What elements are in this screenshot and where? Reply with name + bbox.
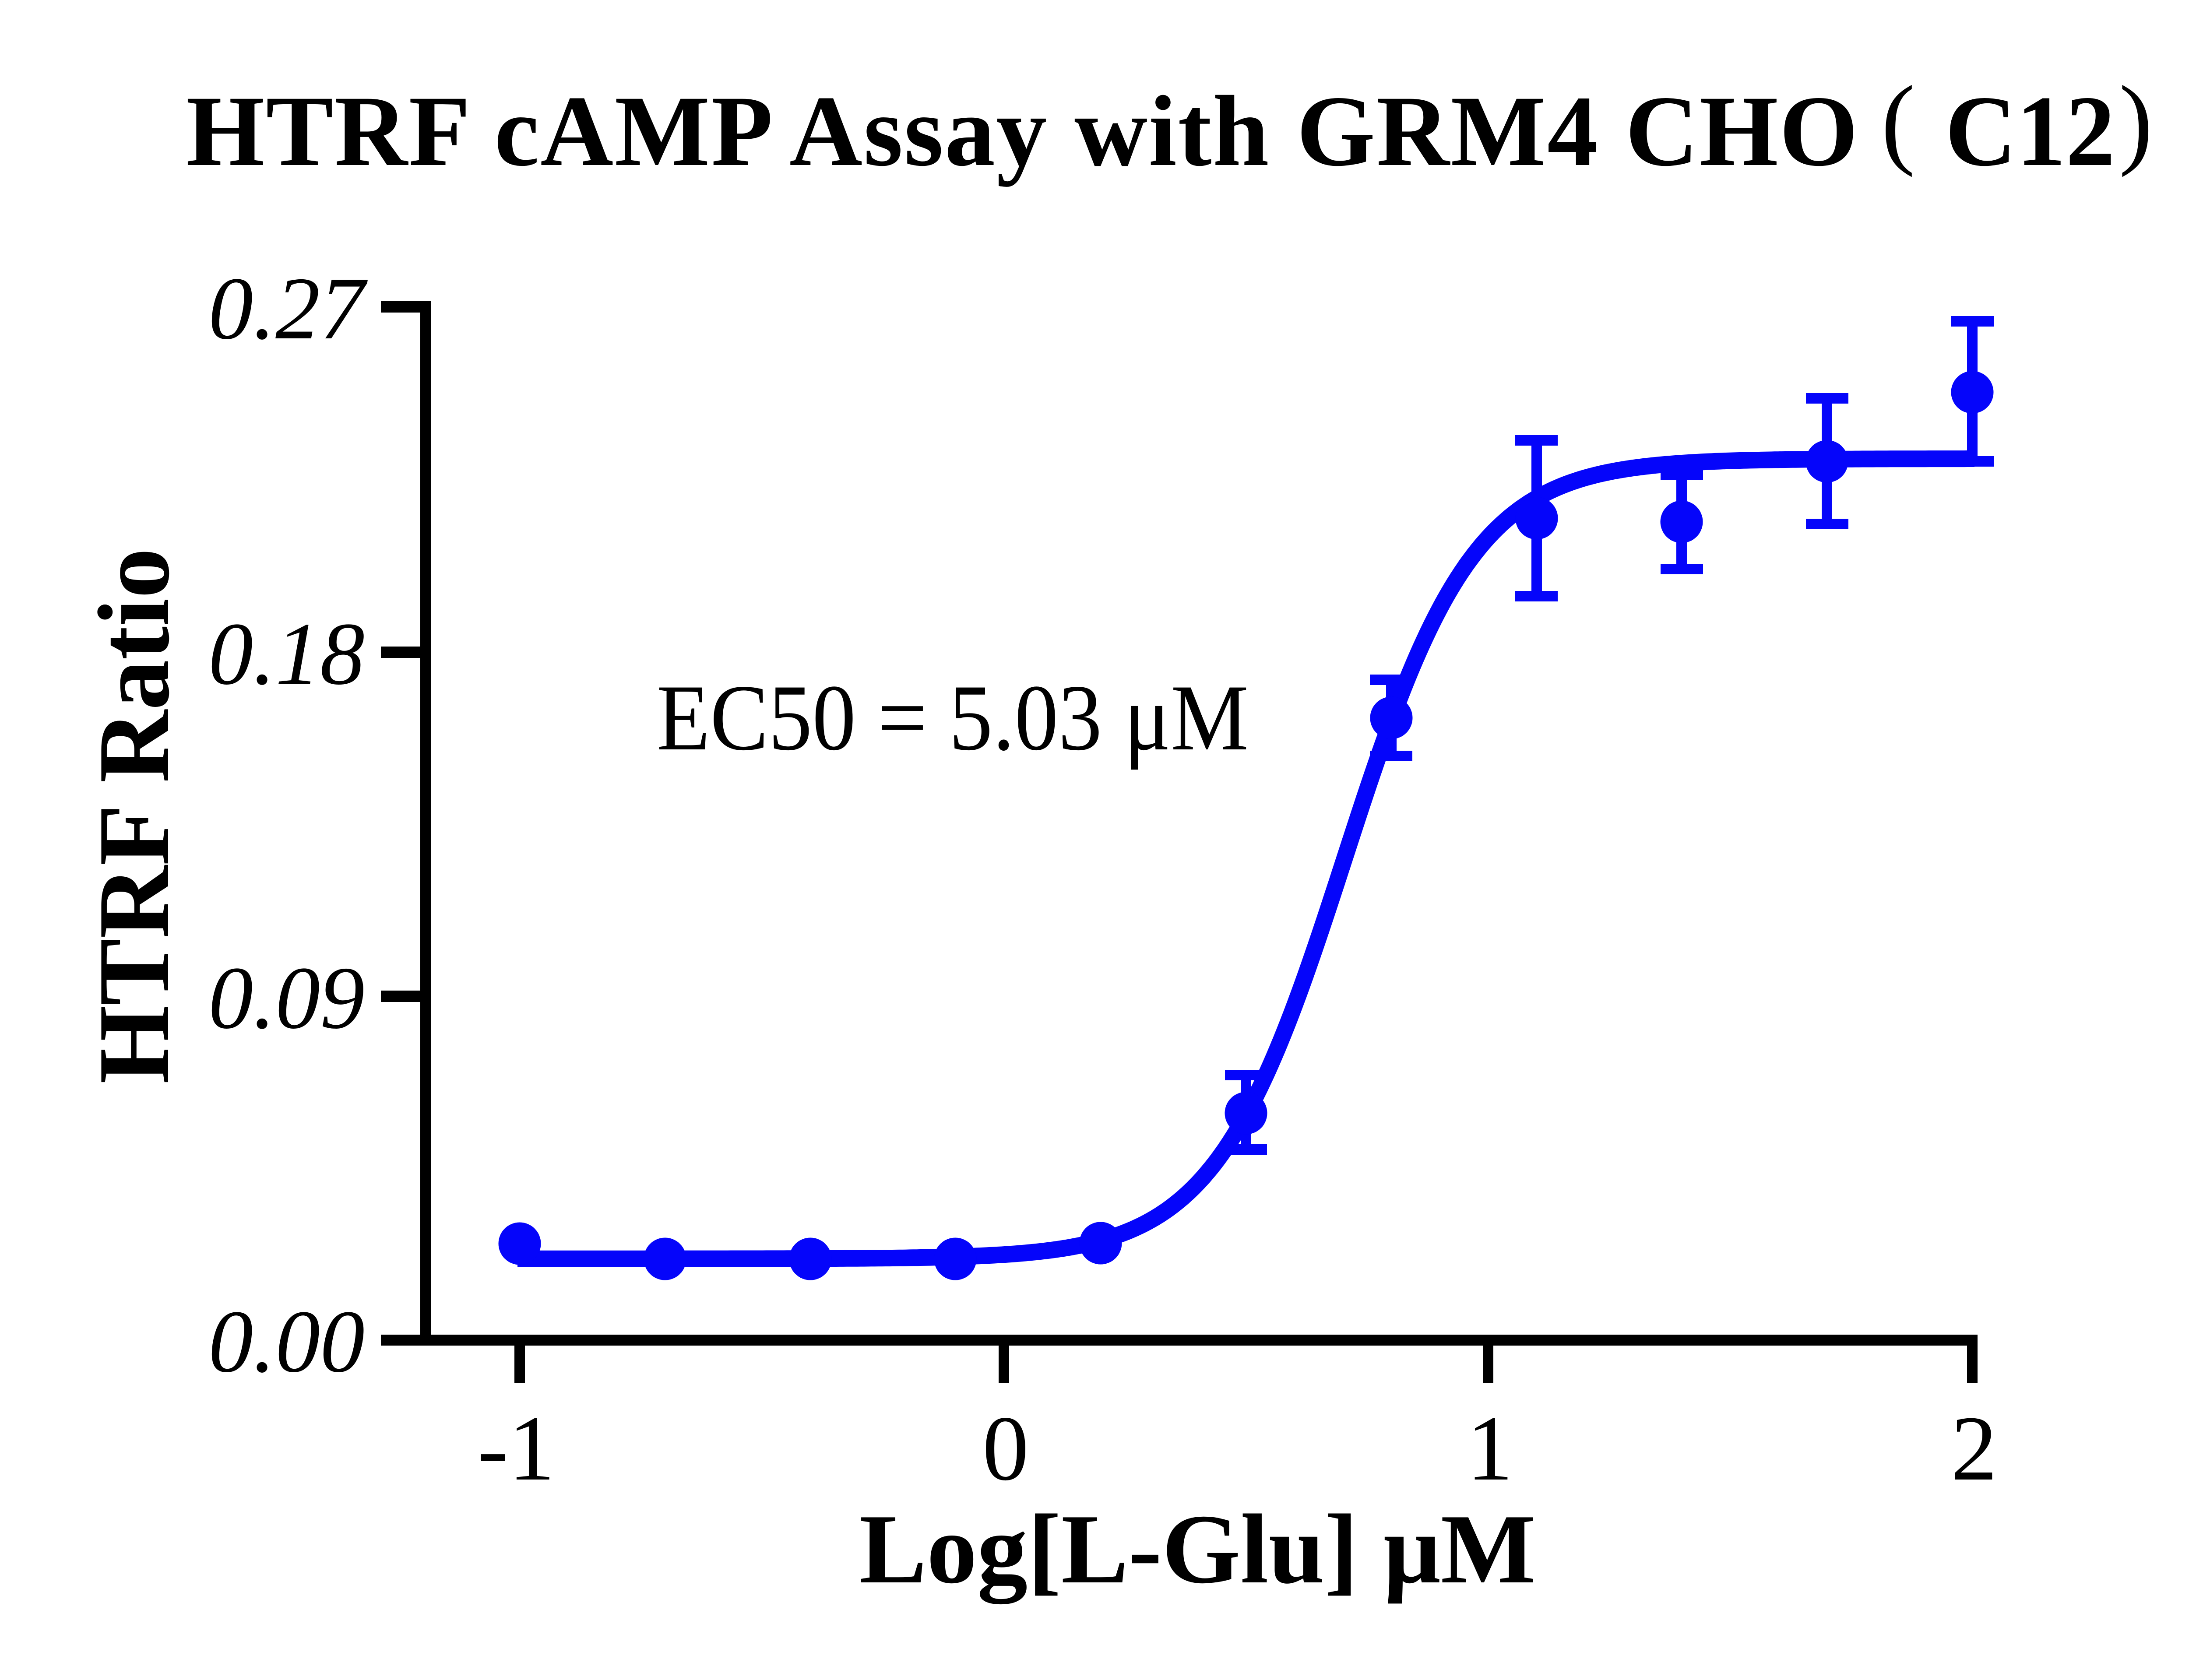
svg-text:0.18: 0.18: [208, 605, 365, 703]
svg-text:C12: C12: [1945, 75, 2115, 187]
svg-text:1: 1: [1467, 1397, 1513, 1500]
svg-text:EC50 = 5.03 μM: EC50 = 5.03 μM: [657, 665, 1249, 770]
svg-text:(: (: [1881, 65, 1915, 178]
svg-text:0: 0: [982, 1397, 1029, 1500]
svg-text:HTRF cAMP Assay with GRM4 CHO: HTRF cAMP Assay with GRM4 CHO: [186, 75, 1858, 187]
svg-text:0.27: 0.27: [208, 259, 368, 358]
svg-text:Log[L-Glu] μM: Log[L-Glu] μM: [859, 1494, 1536, 1604]
svg-text:2: 2: [1951, 1397, 1997, 1500]
svg-text:0.00: 0.00: [208, 1292, 365, 1391]
svg-text:): ): [2119, 65, 2153, 178]
svg-text:HTRF Ratio: HTRF Ratio: [77, 548, 190, 1084]
svg-text:0.09: 0.09: [208, 949, 365, 1047]
svg-text:-1: -1: [478, 1397, 555, 1500]
